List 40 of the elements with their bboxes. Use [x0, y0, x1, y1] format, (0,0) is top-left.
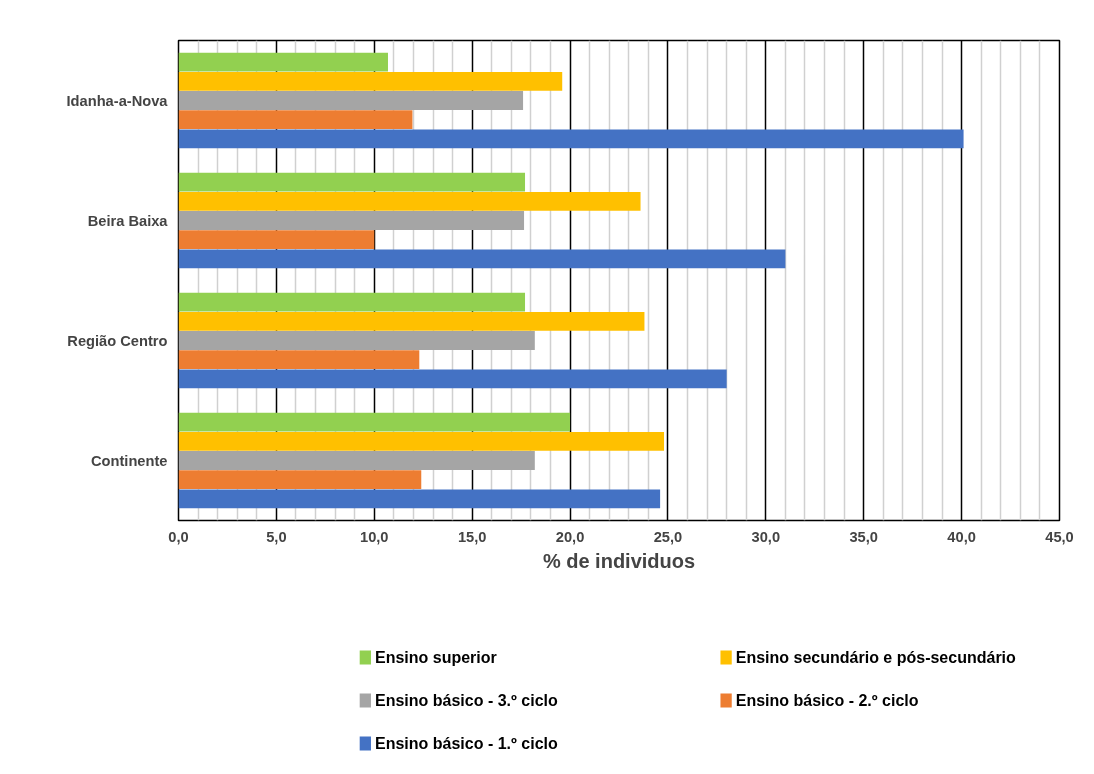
bar [178, 249, 786, 269]
legend-label: Ensino superior [374, 649, 497, 666]
x-axis-title: % de individuos [542, 549, 696, 572]
bar [178, 331, 535, 350]
y-tick-label: Continente [90, 452, 168, 469]
legend-label: Ensino básico - 3.º ciclo [374, 692, 558, 709]
bar [178, 431, 665, 451]
bar [178, 172, 526, 192]
y-tick-label: Beira Baixa [87, 212, 169, 229]
bar [178, 230, 375, 250]
bar [178, 369, 727, 389]
bar [178, 110, 413, 130]
bar [178, 451, 535, 470]
bar [178, 311, 645, 331]
legend-label: Ensino secundário e pós-secundário [735, 649, 1017, 666]
y-tick-label: Idanha-a-Nova [66, 92, 169, 109]
bar [178, 350, 420, 370]
x-tick-label: 20,0 [555, 528, 585, 545]
x-tick-label: 45,0 [1045, 528, 1074, 545]
bar [178, 412, 571, 432]
x-tick-label: 0,0 [168, 528, 189, 545]
x-tick-label: 40,0 [947, 528, 976, 545]
legend-label: Ensino básico - 1.º ciclo [374, 735, 558, 752]
bar [178, 52, 388, 72]
bar [178, 211, 525, 230]
bar [178, 292, 526, 312]
x-tick-label: 30,0 [751, 528, 781, 545]
y-tick-label: Região Centro [67, 332, 168, 349]
x-tick-label: 10,0 [360, 528, 389, 545]
bar [178, 129, 964, 149]
bar [178, 191, 641, 211]
x-tick-label: 5,0 [266, 528, 287, 545]
legend-label: Ensino básico - 2.º ciclo [735, 692, 919, 709]
bar [178, 470, 422, 490]
bar [178, 71, 563, 91]
x-tick-label: 15,0 [457, 528, 487, 545]
bar [178, 489, 661, 509]
bar [178, 91, 524, 110]
x-tick-label: 35,0 [849, 528, 878, 545]
x-tick-label: 25,0 [653, 528, 683, 545]
